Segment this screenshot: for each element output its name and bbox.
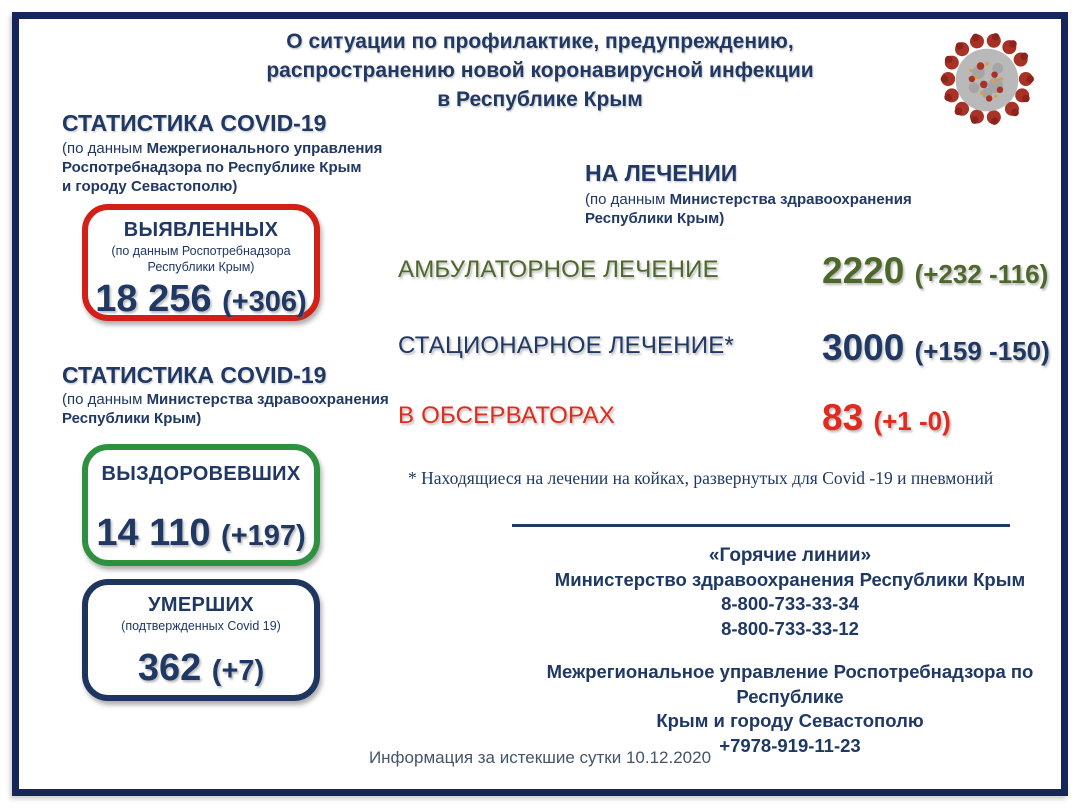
hotlines-title: «Горячие линии» <box>708 545 872 566</box>
observators-label: В ОБСЕРВАТОРАХ <box>398 402 615 429</box>
title-line-2: распространению новой коронавирусной инф… <box>266 58 814 82</box>
treatment-source: (по данным Министерства здравоохранения … <box>585 190 912 228</box>
stat1-heading: СТАТИСТИКА COVID-19 <box>62 110 327 136</box>
treatment-source-regular: (по данным <box>585 191 666 208</box>
treatment-source-line-2: Республики Крым) <box>585 210 725 228</box>
detected-count: 18 256 <box>95 278 212 321</box>
deceased-box: УМЕРШИХ (подтвержденных Covid 19) 362 (+… <box>82 579 320 701</box>
deceased-subtitle: (подтвержденных Covid 19) <box>121 619 281 633</box>
rospotreb-name-line-1: Межрегиональное управление Роспотребнадз… <box>546 661 1034 707</box>
inpatient-footnote: * Находящиеся на лечении на койках, разв… <box>408 468 994 488</box>
hotlines-gap <box>530 641 1050 660</box>
hotlines-divider <box>512 524 1010 527</box>
detected-box: ВЫЯВЛЕННЫХ (по данным Роспотребнадзора Р… <box>82 204 320 321</box>
treatment-source-line-1: (по данным Министерства здравоохранения <box>585 191 912 208</box>
observators-count: 83 <box>822 397 864 438</box>
page-title: О ситуации по профилактике, предупрежден… <box>240 28 840 115</box>
recovered-count: 14 110 <box>96 512 211 554</box>
detected-value: 18 256 (+306) <box>88 278 314 321</box>
title-line-3: в Республике Крым <box>437 87 643 111</box>
observators-value: 83 (+1 -0) <box>822 397 951 439</box>
recovered-title: ВЫЗДОРОВЕВШИХ <box>101 463 301 485</box>
stat1-source: (по данным Межрегионального управления Р… <box>62 139 382 197</box>
rospotreb-name-line-2: Крым и городу Севастополю <box>656 710 924 732</box>
inpatient-delta: (+159 -150) <box>914 336 1050 366</box>
stat2-source: (по данным Министерства здравоохранения … <box>62 390 389 428</box>
hotlines-block: «Горячие линии» Министерство здравоохран… <box>530 543 1050 758</box>
stat1-source-line-1: (по данным Межрегионального управления <box>62 139 382 158</box>
minzdrav-phone-1: 8-800-733-33-34 <box>721 593 859 615</box>
recovered-value: 14 110 (+197) <box>88 512 314 555</box>
stat2-source-regular: (по данным <box>62 391 143 408</box>
title-line-1: О ситуации по профилактике, предупрежден… <box>286 30 794 53</box>
stat2-source-line-2: Республики Крым) <box>62 410 202 428</box>
stat2-heading: СТАТИСТИКА COVID-19 <box>62 362 327 388</box>
observators-delta: (+1 -0) <box>873 406 951 436</box>
inpatient-value: 3000 (+159 -150) <box>822 327 1050 369</box>
detected-subtitle: (по данным Роспотребнадзора Республики К… <box>111 244 291 274</box>
inpatient-count: 3000 <box>822 327 905 368</box>
report-date: Информация за истекшие сутки 10.12.2020 <box>368 748 712 767</box>
rospotreb-phone: +7978-919-11-23 <box>719 734 861 756</box>
stat2-source-line-1: (по данным Министерства здравоохранения <box>62 391 389 408</box>
stat1-source-bold-1: Межрегионального управления <box>146 140 383 157</box>
outpatient-delta: (+232 -116) <box>914 259 1049 289</box>
outpatient-count: 2220 <box>822 250 905 291</box>
stat1-source-line-2: Роспотребнадзора по Республике Крым <box>62 159 362 177</box>
deceased-count: 362 <box>137 646 202 689</box>
minzdrav-phone-2: 8-800-733-33-12 <box>721 617 859 639</box>
outpatient-label: АМБУЛАТОРНОЕ ЛЕЧЕНИЕ <box>398 256 719 283</box>
stat1-source-regular: (по данным <box>62 140 143 157</box>
detected-title: ВЫЯВЛЕННЫХ <box>123 219 279 241</box>
treatment-heading: НА ЛЕЧЕНИИ <box>585 160 738 186</box>
inpatient-label: СТАЦИОНАРНОЕ ЛЕЧЕНИЕ* <box>398 332 734 359</box>
deceased-delta: (+7) <box>211 654 265 687</box>
deceased-value: 362 (+7) <box>88 647 314 690</box>
page-border-frame <box>12 12 1068 796</box>
stat1-source-line-3: и городу Севастополю) <box>62 178 238 196</box>
outpatient-value: 2220 (+232 -116) <box>822 250 1048 292</box>
minzdrav-name: Министерство здравоохранения Республики … <box>554 569 1026 591</box>
deceased-title: УМЕРШИХ <box>148 594 254 616</box>
detected-delta: (+306) <box>222 286 307 319</box>
recovered-delta: (+197) <box>221 520 306 552</box>
recovered-box: ВЫЗДОРОВЕВШИХ 14 110 (+197) <box>82 444 320 566</box>
coronavirus-icon <box>940 33 1034 125</box>
